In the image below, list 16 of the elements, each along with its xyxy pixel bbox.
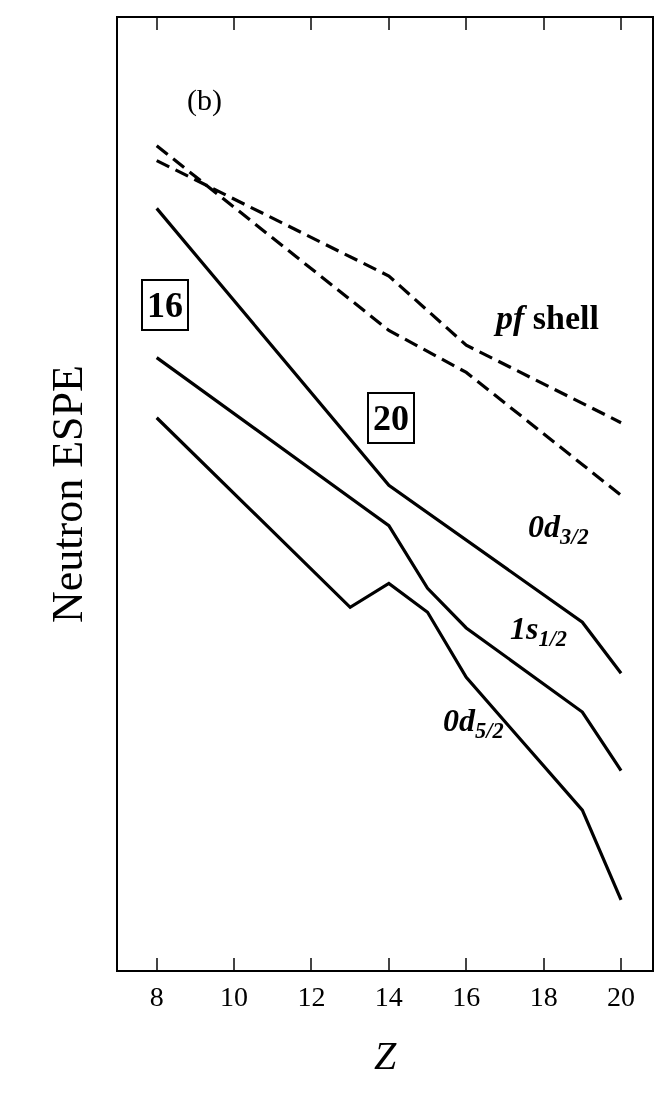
x-tick-label: 16 bbox=[452, 980, 481, 1012]
annotation: 20 bbox=[373, 398, 409, 438]
annotation: pf shell bbox=[493, 299, 599, 336]
x-tick-label: 10 bbox=[220, 980, 249, 1012]
y-axis-title: Neutron ESPE bbox=[42, 365, 92, 623]
series-label: 1s$_{1/2}$ bbox=[510, 610, 568, 651]
x-tick-label: 20 bbox=[607, 980, 636, 1012]
x-tick-label: 12 bbox=[297, 980, 326, 1012]
series-label: 0d$_{5/2}$ bbox=[443, 702, 504, 743]
x-tick-label: 14 bbox=[374, 980, 403, 1012]
series-label: 0d$_{3/2}$ bbox=[528, 508, 589, 549]
text: (b) bbox=[187, 83, 222, 117]
x-tick-label: 18 bbox=[529, 980, 558, 1012]
x-tick-label: 8 bbox=[149, 980, 164, 1012]
annotation: 16 bbox=[147, 285, 183, 325]
x-axis-title: Z bbox=[373, 1032, 397, 1078]
